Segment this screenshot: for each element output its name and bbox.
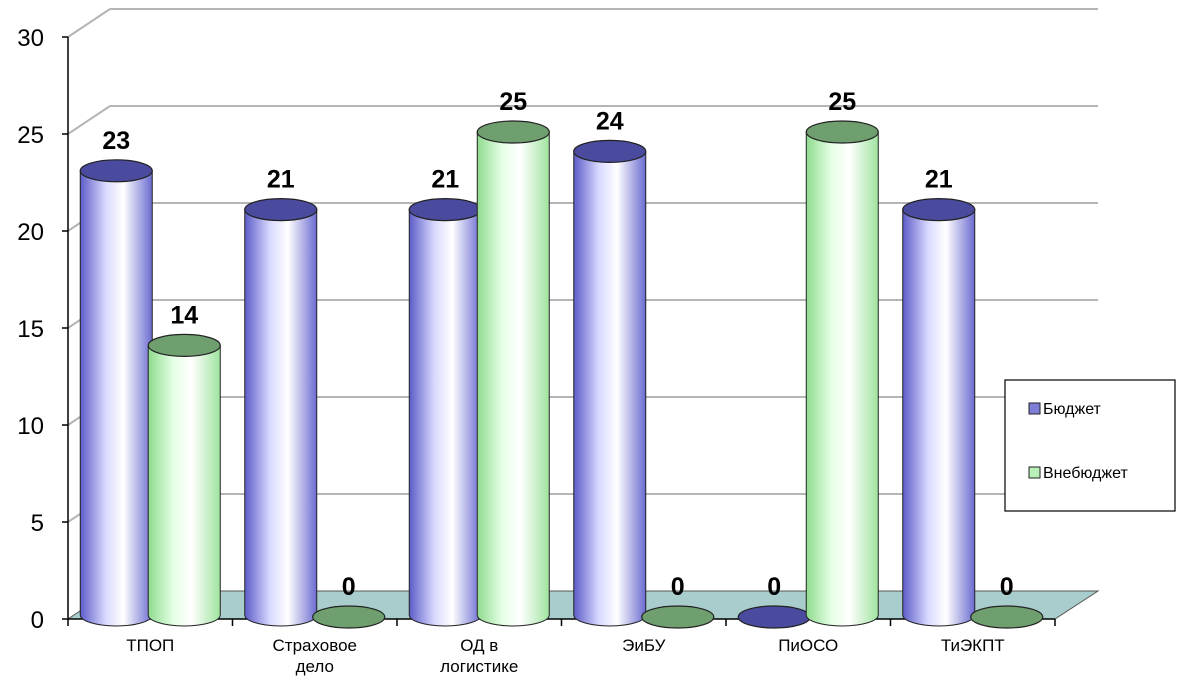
legend-label: Бюджет [1043, 401, 1102, 418]
y-tick-label: 15 [17, 316, 44, 343]
bar-body [147, 344, 221, 627]
x-tick-label: ОД в [460, 636, 498, 655]
bar-budget [244, 198, 318, 627]
bar-top [573, 139, 647, 163]
y-tick-label: 30 [17, 25, 44, 52]
legend-swatch [1028, 466, 1041, 479]
bar-top [244, 198, 318, 222]
y-tick-label: 5 [31, 510, 44, 537]
data-label: 0 [342, 573, 356, 601]
bar-body [805, 131, 879, 627]
bar-top [970, 605, 1044, 629]
bar-body [902, 209, 976, 627]
data-label: 23 [102, 127, 130, 155]
legend: Бюджет Внебюджет [1004, 379, 1176, 512]
x-tick-label: ЭиБУ [622, 636, 665, 655]
bar-body [79, 170, 153, 627]
x-tick-label: ТПОП [126, 636, 174, 655]
gridline-side [67, 8, 111, 38]
y-tick-label: 25 [17, 122, 44, 149]
data-labels-layer: 23 21 21 24 0 21 14 0 25 0 25 0 [102, 88, 1013, 601]
bar-budget [737, 605, 811, 629]
x-tick-label: Страховое [273, 636, 358, 655]
bar-top [408, 198, 482, 222]
y-tick-label: 20 [17, 219, 44, 246]
bar-body [573, 150, 647, 627]
bar-top [737, 605, 811, 629]
bar-body [244, 209, 318, 627]
legend-box [1004, 379, 1176, 512]
bar-top [147, 333, 221, 357]
x-tick-label: логистике [440, 657, 518, 676]
x-tick-label: ПиОСО [778, 636, 838, 655]
data-label: 24 [596, 107, 624, 135]
data-label: 14 [170, 301, 198, 329]
bar-top [312, 605, 386, 629]
bar-extrabudget [476, 120, 550, 627]
bar-top [902, 198, 976, 222]
bar-budget [79, 159, 153, 627]
bar-budget [573, 139, 647, 627]
bar-extrabudget [641, 605, 715, 629]
bar-budget [902, 198, 976, 627]
bar-extrabudget [312, 605, 386, 629]
bar-body [476, 131, 550, 627]
data-label: 0 [1000, 573, 1014, 601]
bar-top [641, 605, 715, 629]
data-label: 21 [431, 166, 459, 194]
y-tick-label: 0 [31, 607, 44, 634]
bar-extrabudget [147, 333, 221, 627]
bar-extrabudget [805, 120, 879, 627]
bar-top [79, 159, 153, 183]
bar-extrabudget [970, 605, 1044, 629]
x-tick-label: ТиЭКПТ [941, 636, 1005, 655]
data-label: 25 [828, 88, 856, 116]
bar-top [805, 120, 879, 144]
legend-swatch [1028, 402, 1041, 415]
legend-label: Внебюджет [1043, 465, 1128, 482]
bar-budget [408, 198, 482, 627]
data-label: 25 [499, 88, 527, 116]
data-label: 0 [767, 573, 781, 601]
x-tick-label: дело [296, 657, 334, 676]
data-label: 0 [671, 573, 685, 601]
data-label: 21 [267, 166, 295, 194]
bar-body [408, 209, 482, 627]
bars-layer [79, 120, 1044, 629]
bar-top [476, 120, 550, 144]
y-tick-label: 10 [17, 413, 44, 440]
gridline-side [67, 105, 111, 135]
axes: 0 5 10 15 20 25 30 ТПОП Страховое дело ОД в логисти… [17, 25, 1056, 676]
data-label: 21 [925, 166, 953, 194]
